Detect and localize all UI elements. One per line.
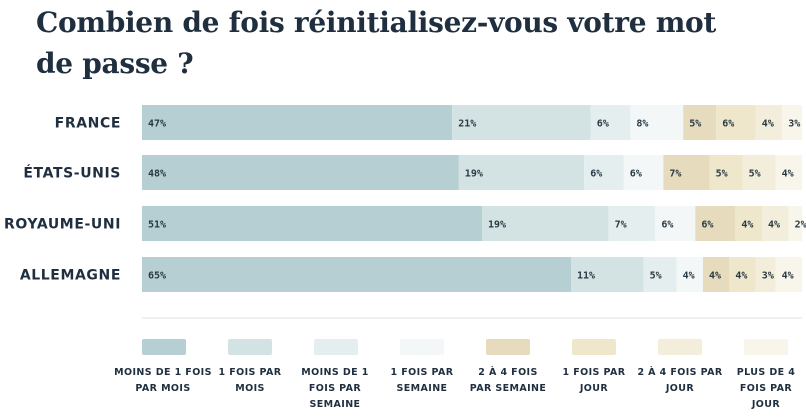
legend-label: SEMAINE bbox=[397, 383, 448, 394]
legend-label: PAR SEMAINE bbox=[470, 383, 547, 394]
chart-title-line-2: de passe ? bbox=[36, 47, 194, 80]
category-label: ALLEMAGNE bbox=[20, 268, 121, 284]
bar-value-label: 5% bbox=[689, 119, 701, 130]
legend-label: 1 FOIS PAR bbox=[563, 367, 626, 378]
bar-segment bbox=[608, 206, 656, 241]
legend-swatch bbox=[142, 339, 186, 355]
chart-title: Combien de fois réinitialisez-vous votre… bbox=[36, 2, 756, 84]
bar-value-label: 19% bbox=[488, 220, 506, 231]
bar-value-label: 21% bbox=[458, 119, 476, 130]
bar-segment bbox=[584, 155, 624, 190]
bar-value-label: 3% bbox=[788, 119, 800, 130]
bar-segment bbox=[623, 155, 664, 190]
bar-value-label: 51% bbox=[148, 220, 166, 231]
bar-segment bbox=[755, 105, 783, 140]
bar-value-label: 4% bbox=[768, 220, 780, 231]
bar-segment bbox=[703, 257, 730, 292]
legend-swatch bbox=[314, 339, 358, 355]
bar-value-label: 2% bbox=[795, 220, 806, 231]
bar-segment bbox=[142, 206, 482, 241]
bar-value-label: 48% bbox=[148, 169, 166, 180]
legend-swatch bbox=[400, 339, 444, 355]
bar-segment bbox=[775, 155, 802, 190]
legend-label: MOINS DE 1 bbox=[301, 367, 368, 378]
bar-value-label: 11% bbox=[577, 271, 595, 282]
legend-label: 2 À 4 FOIS bbox=[478, 366, 537, 378]
bar-segment bbox=[788, 206, 802, 241]
bar-value-label: 4% bbox=[683, 271, 695, 282]
bar-segment bbox=[775, 257, 802, 292]
bar-value-label: 4% bbox=[782, 271, 794, 282]
legend-swatch bbox=[572, 339, 616, 355]
bar-segment bbox=[729, 257, 756, 292]
bar-value-label: 65% bbox=[148, 271, 166, 282]
bar-value-label: 4% bbox=[735, 271, 747, 282]
bar-segment bbox=[735, 206, 762, 241]
bar-segment bbox=[709, 155, 743, 190]
bar-value-label: 6% bbox=[722, 119, 734, 130]
bar-segment bbox=[142, 257, 571, 292]
bar-value-label: 7% bbox=[669, 169, 681, 180]
category-label: ÉTATS-UNIS bbox=[23, 165, 121, 182]
bar-segment bbox=[663, 155, 710, 190]
bar-segment bbox=[571, 257, 644, 292]
legend-label: PAR MOIS bbox=[135, 383, 190, 394]
bar-segment bbox=[482, 206, 609, 241]
legend-label: 2 À 4 FOIS PAR bbox=[637, 366, 722, 378]
bar-value-label: 6% bbox=[597, 119, 609, 130]
bar-segment bbox=[142, 105, 453, 140]
category-label: FRANCE bbox=[55, 116, 121, 132]
bar-value-label: 6% bbox=[630, 169, 642, 180]
bar-value-label: 6% bbox=[590, 169, 602, 180]
bar-segment bbox=[716, 105, 756, 140]
bar-value-label: 6% bbox=[661, 220, 673, 231]
bar-value-label: 4% bbox=[762, 119, 774, 130]
legend-label: 1 FOIS PAR bbox=[219, 367, 282, 378]
legend-label: FOIS PAR bbox=[740, 383, 792, 394]
legend-label: PLUS DE 4 bbox=[737, 367, 795, 378]
bar-value-label: 5% bbox=[650, 271, 662, 282]
legend-label: 1 FOIS PAR bbox=[391, 367, 454, 378]
legend-label: SEMAINE bbox=[310, 399, 361, 410]
bar-segment bbox=[630, 105, 684, 140]
legend-label: JOUR bbox=[751, 399, 781, 410]
bar-value-label: 5% bbox=[749, 169, 761, 180]
bar-segment bbox=[458, 155, 585, 190]
bar-segment bbox=[695, 206, 736, 241]
chart-title-line-1: Combien de fois réinitialisez-vous votre… bbox=[36, 6, 717, 39]
legend-label: JOUR bbox=[665, 383, 695, 394]
legend-swatch bbox=[486, 339, 530, 355]
bar-segment bbox=[755, 257, 776, 292]
legend-swatch bbox=[228, 339, 272, 355]
bar-value-label: 4% bbox=[709, 271, 721, 282]
legend-label: JOUR bbox=[579, 383, 609, 394]
bar-value-label: 5% bbox=[716, 169, 728, 180]
bar-segment bbox=[683, 105, 717, 140]
legend-swatch bbox=[744, 339, 788, 355]
bar-segment bbox=[643, 257, 677, 292]
bar-value-label: 3% bbox=[762, 271, 774, 282]
bar-value-label: 8% bbox=[636, 119, 648, 130]
bar-segment bbox=[452, 105, 591, 140]
bar-value-label: 4% bbox=[741, 220, 753, 231]
category-label: ROYAUME-UNI bbox=[4, 217, 121, 233]
bar-value-label: 6% bbox=[701, 220, 713, 231]
legend-swatch bbox=[658, 339, 702, 355]
bar-segment bbox=[590, 105, 631, 140]
bar-value-label: 4% bbox=[782, 169, 794, 180]
bar-segment bbox=[782, 105, 802, 140]
bar-segment bbox=[676, 257, 703, 292]
legend-label: MOIS bbox=[235, 383, 265, 394]
bar-segment bbox=[655, 206, 696, 241]
legend-label: FOIS PAR bbox=[309, 383, 361, 394]
bar-value-label: 7% bbox=[615, 220, 627, 231]
bar-value-label: 19% bbox=[465, 169, 483, 180]
legend-label: MOINS DE 1 FOIS bbox=[114, 367, 212, 378]
bar-segment bbox=[742, 155, 776, 190]
bar-segment bbox=[142, 155, 459, 190]
bar-segment bbox=[762, 206, 789, 241]
bar-value-label: 47% bbox=[148, 119, 166, 130]
